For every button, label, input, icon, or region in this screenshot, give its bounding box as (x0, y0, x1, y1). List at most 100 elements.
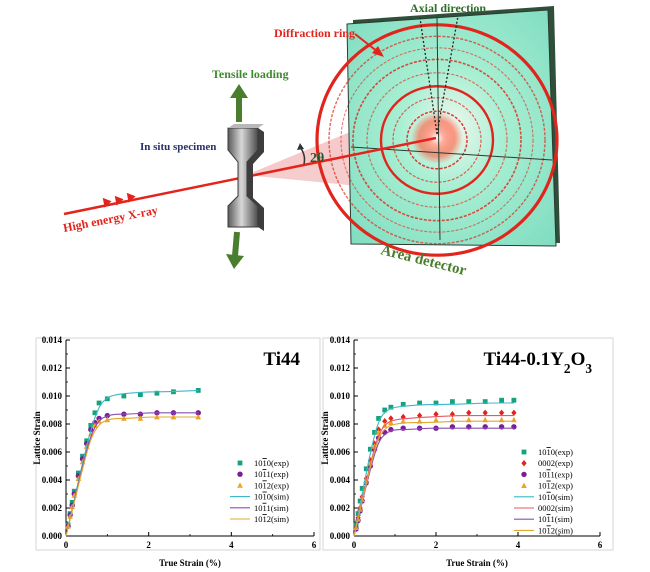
y-tick-label: 0.000 (42, 531, 63, 541)
diffraction-ring-pointer (354, 33, 379, 53)
two-theta-label: 2θ (310, 151, 324, 166)
series-exp (65, 410, 201, 529)
data-point (511, 409, 517, 416)
series-line (353, 427, 514, 537)
y-tick-label: 0.014 (330, 335, 351, 345)
legend-label: 1010(exp) (538, 447, 573, 457)
diffraction-ring-label: Diffraction ring (274, 26, 355, 40)
x-tick-label: 2 (434, 540, 439, 550)
data-point (382, 418, 388, 425)
legend-item: 1012(sim) (514, 525, 573, 535)
data-point (417, 400, 422, 406)
legend: 1010(exp)1011(exp)1012(exp) 1010(sim)1011… (230, 458, 289, 524)
legend-label: 0002(exp) (538, 458, 573, 468)
y-tick-label: 0.004 (330, 475, 351, 485)
xray-label: High energy X-ray (62, 203, 159, 235)
legend-label: 1012(sim) (538, 525, 573, 535)
data-point (363, 466, 369, 472)
diffraction-ring (406, 110, 468, 170)
legend-label: 1010(sim) (538, 492, 573, 502)
data-point (433, 400, 439, 406)
legend-item: 1010(exp) (237, 458, 289, 468)
series-sim (65, 416, 199, 537)
series-sim (353, 420, 514, 537)
data-point (521, 460, 527, 467)
y-tick-label: 0.008 (42, 419, 63, 429)
in-situ-specimen-label: In situ specimen (140, 141, 216, 153)
y-tick-label: 0.010 (330, 391, 351, 401)
y-tick-label: 0.006 (42, 447, 63, 457)
data-point (433, 416, 439, 423)
series-exp (353, 416, 517, 530)
series-sim (353, 427, 514, 537)
series-sim (65, 389, 199, 537)
x-axis-label: True Strain (%) (159, 558, 221, 568)
chart-frame (35, 337, 321, 551)
x-tick-label: 2 (146, 540, 151, 550)
data-point (449, 416, 456, 423)
data-point (521, 471, 527, 478)
data-point (138, 392, 143, 397)
data-point (400, 418, 406, 424)
y-tick-label: 0.014 (42, 335, 63, 345)
x-tick-label: 4 (229, 540, 234, 550)
y-axis-label: Lattice Strain (32, 411, 42, 464)
data-point (417, 412, 423, 419)
data-point (76, 470, 81, 476)
diffraction-ring (379, 85, 495, 195)
series-exp (65, 414, 202, 529)
legend-item: 1011(sim) (230, 503, 289, 513)
y-tick-label: 0.010 (42, 391, 63, 401)
series-line (65, 416, 199, 537)
chart-title: Ti44 (263, 349, 300, 370)
x-tick-label: 4 (516, 540, 521, 550)
diffraction-ring (392, 97, 482, 183)
legend-item: 0002(sim) (514, 503, 573, 513)
series-line (353, 402, 514, 537)
data-point (433, 411, 439, 418)
series-line (65, 412, 199, 537)
legend-item: 1010(sim) (230, 492, 289, 502)
series-sim (353, 402, 514, 537)
series-line (353, 420, 514, 537)
data-point (482, 399, 488, 404)
data-point (372, 430, 377, 435)
legend-label: 1012(sim) (254, 514, 289, 524)
data-point (449, 411, 455, 418)
data-point (521, 449, 527, 455)
data-point (499, 397, 504, 403)
legend-label: 1012(exp) (538, 481, 573, 491)
data-point (104, 396, 110, 402)
y-tick-label: 0.002 (330, 503, 351, 513)
data-point (237, 471, 243, 477)
legend-label: 1012(exp) (254, 480, 289, 490)
data-point (388, 419, 394, 425)
legend-label: 1010(exp) (254, 458, 289, 468)
diffraction-ring (352, 58, 522, 222)
x-tick-label: 0 (352, 540, 357, 550)
data-point (521, 482, 527, 488)
y-tick-label: 0.006 (330, 447, 351, 457)
legend-item: 1011(exp) (521, 469, 573, 479)
legend: 1010(exp)0002(exp)1011(exp) 1012(exp)1010… (514, 447, 573, 535)
y-tick-label: 0.008 (330, 419, 351, 429)
series-line (65, 389, 199, 537)
data-point (359, 486, 365, 491)
axial-direction-label: Axial direction (410, 1, 486, 15)
legend-item: 1011(exp) (237, 469, 289, 479)
legend-item: 1010(sim) (514, 492, 573, 502)
legend-label: 1011(sim) (254, 503, 289, 513)
data-point (92, 410, 98, 416)
schematic: Axial direction Diffraction ring Tensile… (62, 1, 560, 279)
chart-ti44-y2o3: 0.000 0.002 0.004 0.006 0.008 0.010 0.012 0.014… (320, 335, 614, 568)
data-point (388, 404, 394, 410)
data-point (80, 453, 85, 459)
y-tick-label: 0.002 (42, 503, 63, 513)
data-point (466, 399, 472, 404)
y-axis-label: Lattice Strain (320, 411, 330, 464)
legend-item: 1012(sim) (230, 514, 289, 524)
legend-item: 1012(exp) (521, 481, 573, 491)
data-point (511, 397, 517, 403)
data-point (84, 438, 90, 444)
